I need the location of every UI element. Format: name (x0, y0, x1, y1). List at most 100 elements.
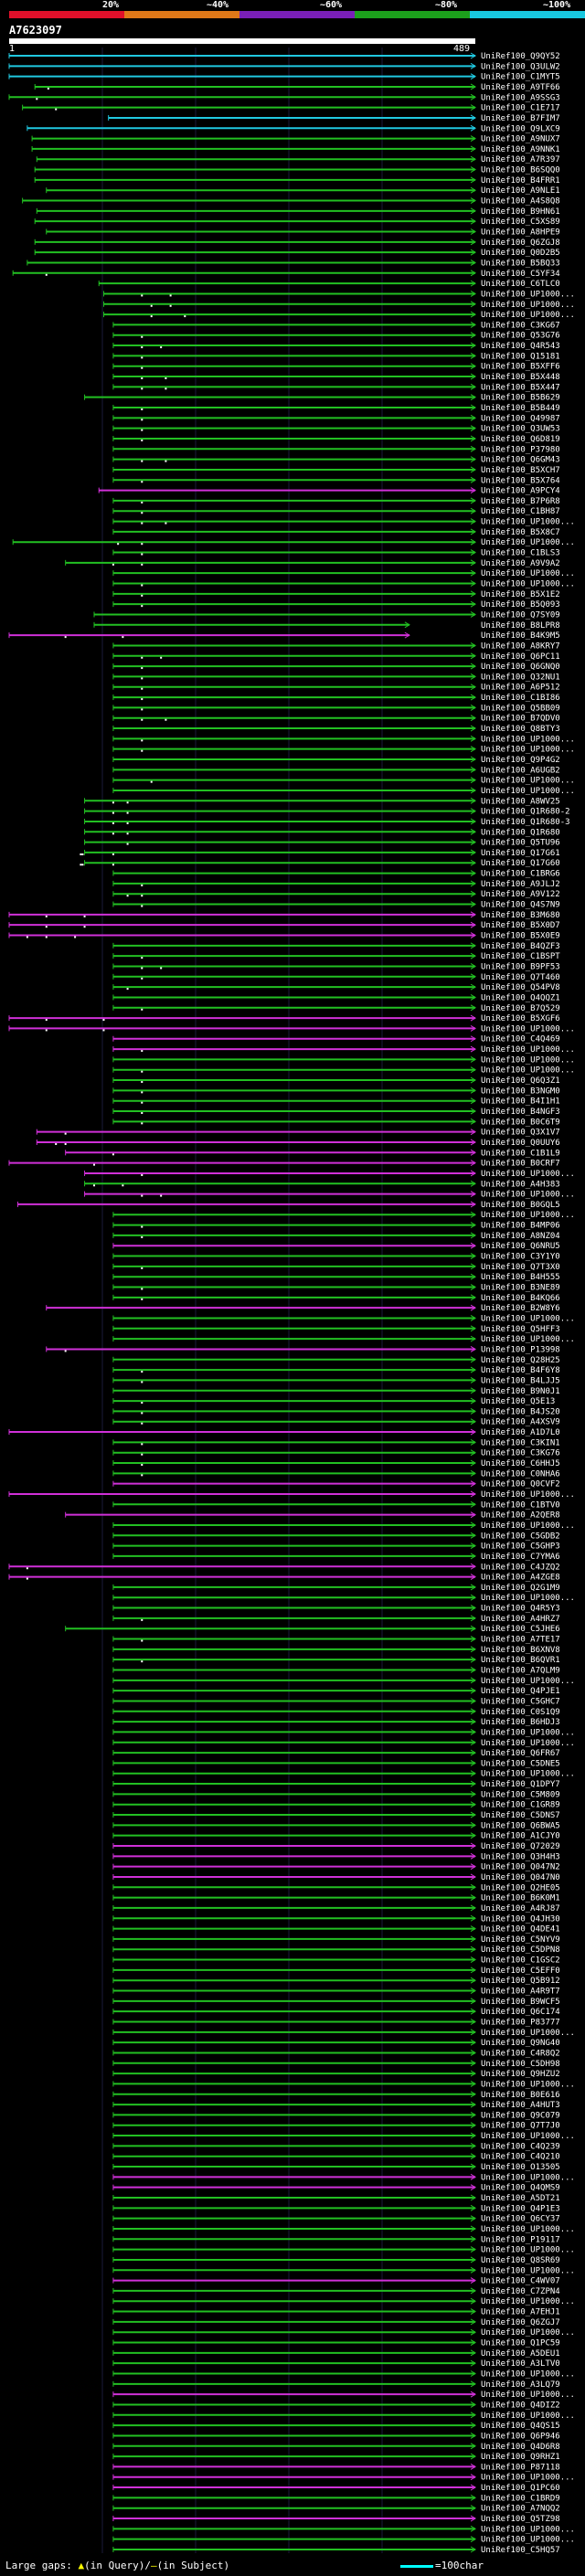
hit-row[interactable]: UniRef100_UP1000... (112, 2525, 575, 2534)
hit-row[interactable]: UniRef100_A9V9A2 (65, 559, 560, 568)
hit-label[interactable]: UniRef100_B9WCF5 (481, 1998, 560, 2007)
hit-row[interactable]: UniRef100_B4NGF3 (112, 1108, 560, 1117)
hit-label[interactable]: UniRef100_B5XFF6 (481, 363, 560, 372)
hit-label[interactable]: UniRef100_Q4DIZ2 (481, 2401, 560, 2410)
hit-row[interactable]: UniRef100_UP1000... (112, 1770, 575, 1779)
hit-row[interactable]: UniRef100_UP1000... (112, 2369, 575, 2379)
hit-label[interactable]: UniRef100_Q3UW53 (481, 425, 560, 434)
hit-label[interactable]: UniRef100_A7R397 (481, 155, 560, 164)
hit-label[interactable]: UniRef100_C1BLS3 (481, 549, 560, 558)
hit-label[interactable]: UniRef100_Q4QQZ1 (481, 993, 560, 1002)
hit-label[interactable]: UniRef100_C3KG67 (481, 321, 560, 330)
hit-row[interactable]: UniRef100_C5GHP3 (112, 1542, 560, 1552)
hit-row[interactable]: UniRef100_UP1000... (112, 2536, 575, 2545)
hit-label[interactable]: UniRef100_O13505 (481, 2163, 560, 2172)
hit-label[interactable]: UniRef100_C1BTV0 (481, 1500, 560, 1510)
hit-row[interactable]: UniRef100_P87118 (112, 2463, 560, 2472)
hit-label[interactable]: UniRef100_Q6ZGJ7 (481, 2318, 560, 2327)
hit-label[interactable]: UniRef100_C5DPN8 (481, 1945, 560, 1955)
hit-label[interactable]: UniRef100_B4FRR1 (481, 176, 560, 186)
hit-row[interactable]: UniRef100_A9JLJ2 (112, 880, 560, 889)
hit-row[interactable]: UniRef100_Q4S7N9 (112, 901, 560, 910)
hit-row[interactable]: UniRef100_B6HDJ3 (112, 1718, 560, 1727)
hit-row[interactable]: UniRef100_UP1000... (112, 1521, 575, 1531)
hit-label[interactable]: UniRef100_B5X448 (481, 373, 560, 382)
hit-label[interactable]: UniRef100_Q72029 (481, 1842, 560, 1851)
hit-row[interactable]: UniRef100_C3KG67 (112, 321, 560, 330)
hit-row[interactable]: UniRef100_UP1000... (112, 735, 575, 744)
hit-label[interactable]: UniRef100_B8LPR8 (481, 621, 560, 631)
hit-row[interactable]: UniRef100_C1BRD9 (112, 2494, 560, 2503)
hit-row[interactable]: UniRef100_UP1000... (112, 777, 575, 786)
hit-row[interactable]: UniRef100_C5DNS7 (112, 1811, 560, 1820)
hit-label[interactable]: UniRef100_A9V9A2 (481, 559, 560, 568)
hit-row[interactable]: UniRef100_A8WV25 (84, 797, 560, 806)
hit-row[interactable]: UniRef100_Q6CY37 (112, 2215, 560, 2224)
hit-label[interactable]: UniRef100_C1BI86 (481, 694, 560, 703)
hit-row[interactable]: UniRef100_Q4QMS9 (112, 2184, 560, 2193)
hit-label[interactable]: UniRef100_A5DT21 (481, 2194, 560, 2203)
hit-row[interactable]: UniRef100_C5GHC7 (112, 1697, 560, 1706)
hit-label[interactable]: UniRef100_UP1000... (481, 2328, 575, 2337)
hit-label[interactable]: UniRef100_B7FIM7 (481, 114, 560, 123)
hit-row[interactable]: UniRef100_UP1000... (8, 1490, 575, 1500)
hit-label[interactable]: UniRef100_UP1000... (481, 1211, 575, 1220)
hit-row[interactable]: UniRef100_B0C6T9 (112, 1118, 560, 1127)
hit-label[interactable]: UniRef100_A6UGB2 (481, 766, 560, 775)
hit-row[interactable]: UniRef100_Q15181 (112, 352, 560, 361)
hit-row[interactable]: UniRef100_C3Y1Y0 (112, 1253, 560, 1262)
hit-label[interactable]: UniRef100_B4QZF3 (481, 942, 560, 951)
hit-row[interactable]: UniRef100_Q5B912 (112, 1977, 560, 1986)
hit-label[interactable]: UniRef100_UP1000... (481, 1594, 575, 1603)
hit-row[interactable]: UniRef100_UP1000... (112, 787, 575, 796)
hit-label[interactable]: UniRef100_P83777 (481, 2018, 560, 2027)
hit-label[interactable]: UniRef100_C7ZPN4 (481, 2287, 560, 2296)
hit-row[interactable]: UniRef100_UP1000... (102, 290, 575, 299)
hit-label[interactable]: UniRef100_Q9LXC9 (481, 124, 560, 133)
hit-label[interactable]: UniRef100_A9JLJ2 (481, 880, 560, 889)
hit-label[interactable]: UniRef100_C1GSC2 (481, 1956, 560, 1966)
hit-label[interactable]: UniRef100_B5XGF6 (481, 1014, 560, 1023)
hit-row[interactable]: UniRef100_B5B449 (112, 404, 560, 413)
hit-row[interactable]: UniRef100_C1B1L9 (65, 1149, 560, 1158)
hit-label[interactable]: UniRef100_A4S8Q8 (481, 197, 560, 207)
hit-row[interactable]: UniRef100_UP1000... (112, 580, 575, 589)
hit-row[interactable]: UniRef100_Q3UW53 (112, 425, 560, 434)
hit-label[interactable]: UniRef100_Q1R680 (481, 828, 560, 837)
hit-label[interactable]: UniRef100_Q5TZ98 (481, 2515, 560, 2524)
hit-label[interactable]: UniRef100_Q4R543 (481, 342, 560, 351)
hit-label[interactable]: UniRef100_Q2HE05 (481, 1883, 560, 1892)
hit-row[interactable]: UniRef100_Q54PV8 (112, 983, 560, 992)
hit-label[interactable]: UniRef100_B7Q529 (481, 1004, 560, 1013)
hit-row[interactable]: UniRef100_Q0D2B5 (34, 249, 560, 258)
hit-label[interactable]: UniRef100_C1MYT5 (481, 73, 560, 82)
hit-row[interactable]: UniRef100_Q7T460 (112, 973, 560, 982)
hit-row[interactable]: UniRef100_UP1000... (112, 2412, 575, 2421)
hit-label[interactable]: UniRef100_C1BH87 (481, 507, 560, 516)
hit-row[interactable]: UniRef100_C3KG76 (112, 1449, 560, 1458)
hit-row[interactable]: UniRef100_Q5BB09 (112, 704, 560, 713)
hit-label[interactable]: UniRef100_C0S1Q9 (481, 1708, 560, 1717)
hit-label[interactable]: UniRef100_B6XNV8 (481, 1646, 560, 1655)
hit-row[interactable]: UniRef100_Q4R5Y3 (112, 1605, 560, 1614)
hit-label[interactable]: UniRef100_A4H383 (481, 1180, 560, 1189)
hit-row[interactable]: UniRef100_A4XSV9 (112, 1418, 560, 1427)
hit-row[interactable]: UniRef100_C1BH87 (112, 507, 560, 516)
hit-label[interactable]: UniRef100_B0GQL5 (481, 1201, 560, 1210)
hit-row[interactable]: UniRef100_B5BQ33 (27, 259, 560, 268)
hit-row[interactable]: UniRef100_B4K9M5 (8, 631, 560, 641)
hit-label[interactable]: UniRef100_A9TF66 (481, 83, 560, 92)
hit-label[interactable]: UniRef100_C3KG76 (481, 1449, 560, 1458)
hit-label[interactable]: UniRef100_Q1R680-3 (481, 818, 570, 827)
hit-row[interactable]: UniRef100_Q49987 (112, 414, 560, 423)
hit-label[interactable]: UniRef100_B3NE89 (481, 1284, 560, 1293)
hit-label[interactable]: UniRef100_B6HDJ3 (481, 1718, 560, 1727)
hit-row[interactable]: UniRef100_UP1000... (112, 2297, 575, 2306)
hit-label[interactable]: UniRef100_Q54PV8 (481, 983, 560, 992)
hit-label[interactable]: UniRef100_Q1R680-2 (481, 808, 570, 817)
hit-row[interactable]: UniRef100_C5M809 (112, 1790, 560, 1799)
hit-label[interactable]: UniRef100_UP1000... (481, 2173, 575, 2182)
hit-label[interactable]: UniRef100_C1E717 (481, 104, 560, 113)
hit-row[interactable]: UniRef100_UP1000... (112, 2029, 575, 2038)
hit-row[interactable]: UniRef100_A1CJY0 (112, 1832, 560, 1841)
